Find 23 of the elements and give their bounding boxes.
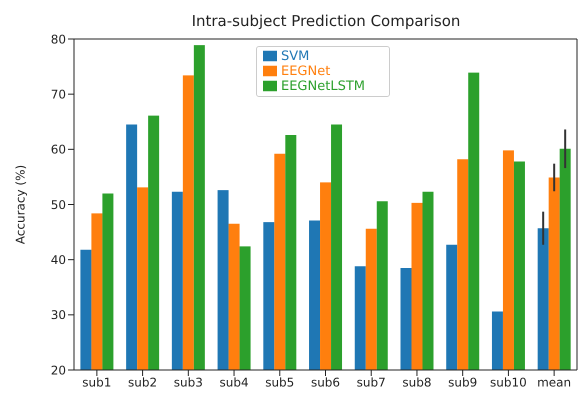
chart-title: Intra-subject Prediction Comparison <box>190 12 462 30</box>
y-tick-label: 20 <box>50 363 66 378</box>
x-tick-label: sub3 <box>174 376 203 390</box>
y-tick-label: 50 <box>50 198 66 212</box>
x-tick-label: mean <box>537 376 572 390</box>
legend-label: EEGNetLSTM <box>281 79 365 94</box>
y-tick-label: 40 <box>50 252 66 267</box>
y-axis-title: Accuracy (%) <box>13 164 28 244</box>
x-tick-label: sub6 <box>310 376 340 390</box>
y-tick-label: 60 <box>50 142 66 157</box>
y-tick-label: 80 <box>50 32 66 46</box>
x-tick-label: sub8 <box>402 376 432 390</box>
y-tick-label: 70 <box>50 87 66 102</box>
x-tick-label: sub5 <box>265 376 294 390</box>
x-tick-label: sub2 <box>128 376 158 390</box>
x-tick-label: sub10 <box>490 376 527 390</box>
x-tick-label: sub1 <box>82 376 112 390</box>
y-tick-label: 30 <box>50 308 66 322</box>
x-tick-label: sub4 <box>219 376 249 390</box>
x-tick-label: sub9 <box>448 376 478 390</box>
legend-label: SVM <box>281 49 310 64</box>
x-tick-label: sub7 <box>356 376 386 390</box>
legend-label: EEGNet <box>281 64 330 79</box>
